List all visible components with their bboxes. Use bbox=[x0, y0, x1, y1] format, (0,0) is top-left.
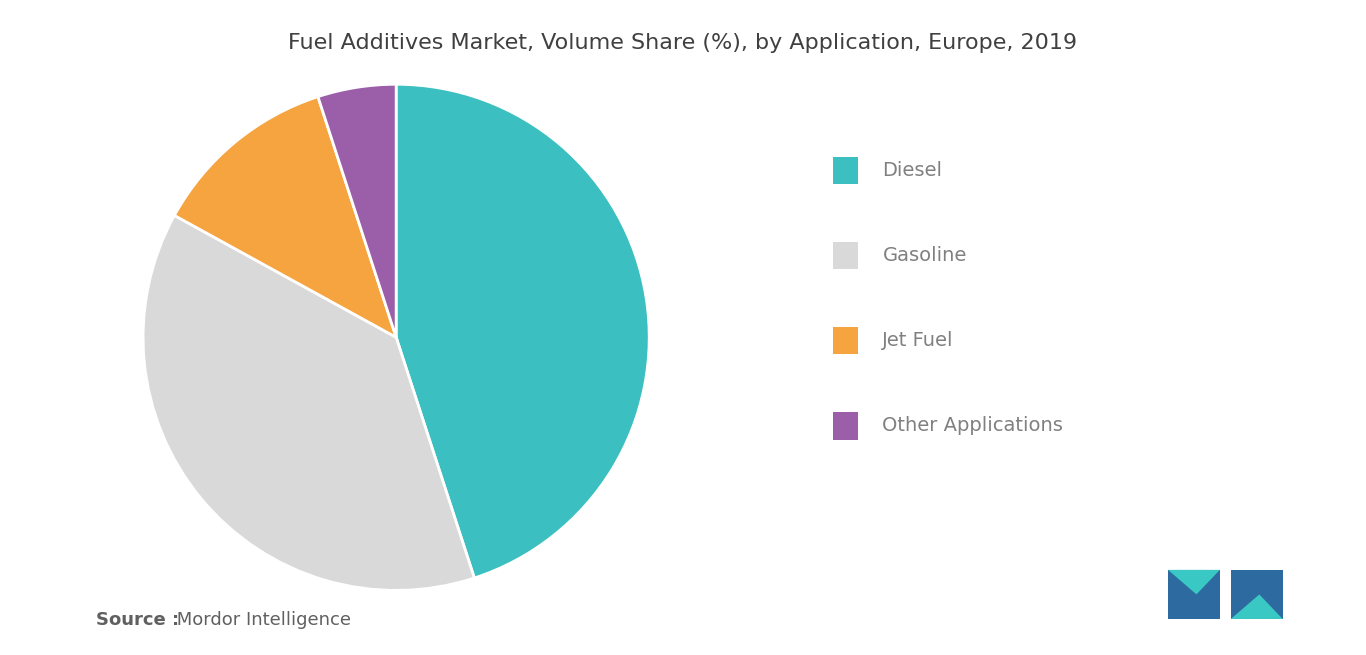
Wedge shape bbox=[143, 215, 474, 590]
Text: Gasoline: Gasoline bbox=[882, 246, 967, 265]
Text: Fuel Additives Market, Volume Share (%), by Application, Europe, 2019: Fuel Additives Market, Volume Share (%),… bbox=[288, 33, 1078, 53]
Wedge shape bbox=[318, 84, 396, 337]
Text: Jet Fuel: Jet Fuel bbox=[882, 331, 953, 350]
Text: Diesel: Diesel bbox=[882, 160, 943, 180]
Text: Mordor Intelligence: Mordor Intelligence bbox=[171, 611, 351, 629]
Wedge shape bbox=[396, 84, 649, 578]
Wedge shape bbox=[175, 97, 396, 337]
Text: Source :: Source : bbox=[96, 611, 179, 629]
Text: Other Applications: Other Applications bbox=[882, 416, 1063, 436]
